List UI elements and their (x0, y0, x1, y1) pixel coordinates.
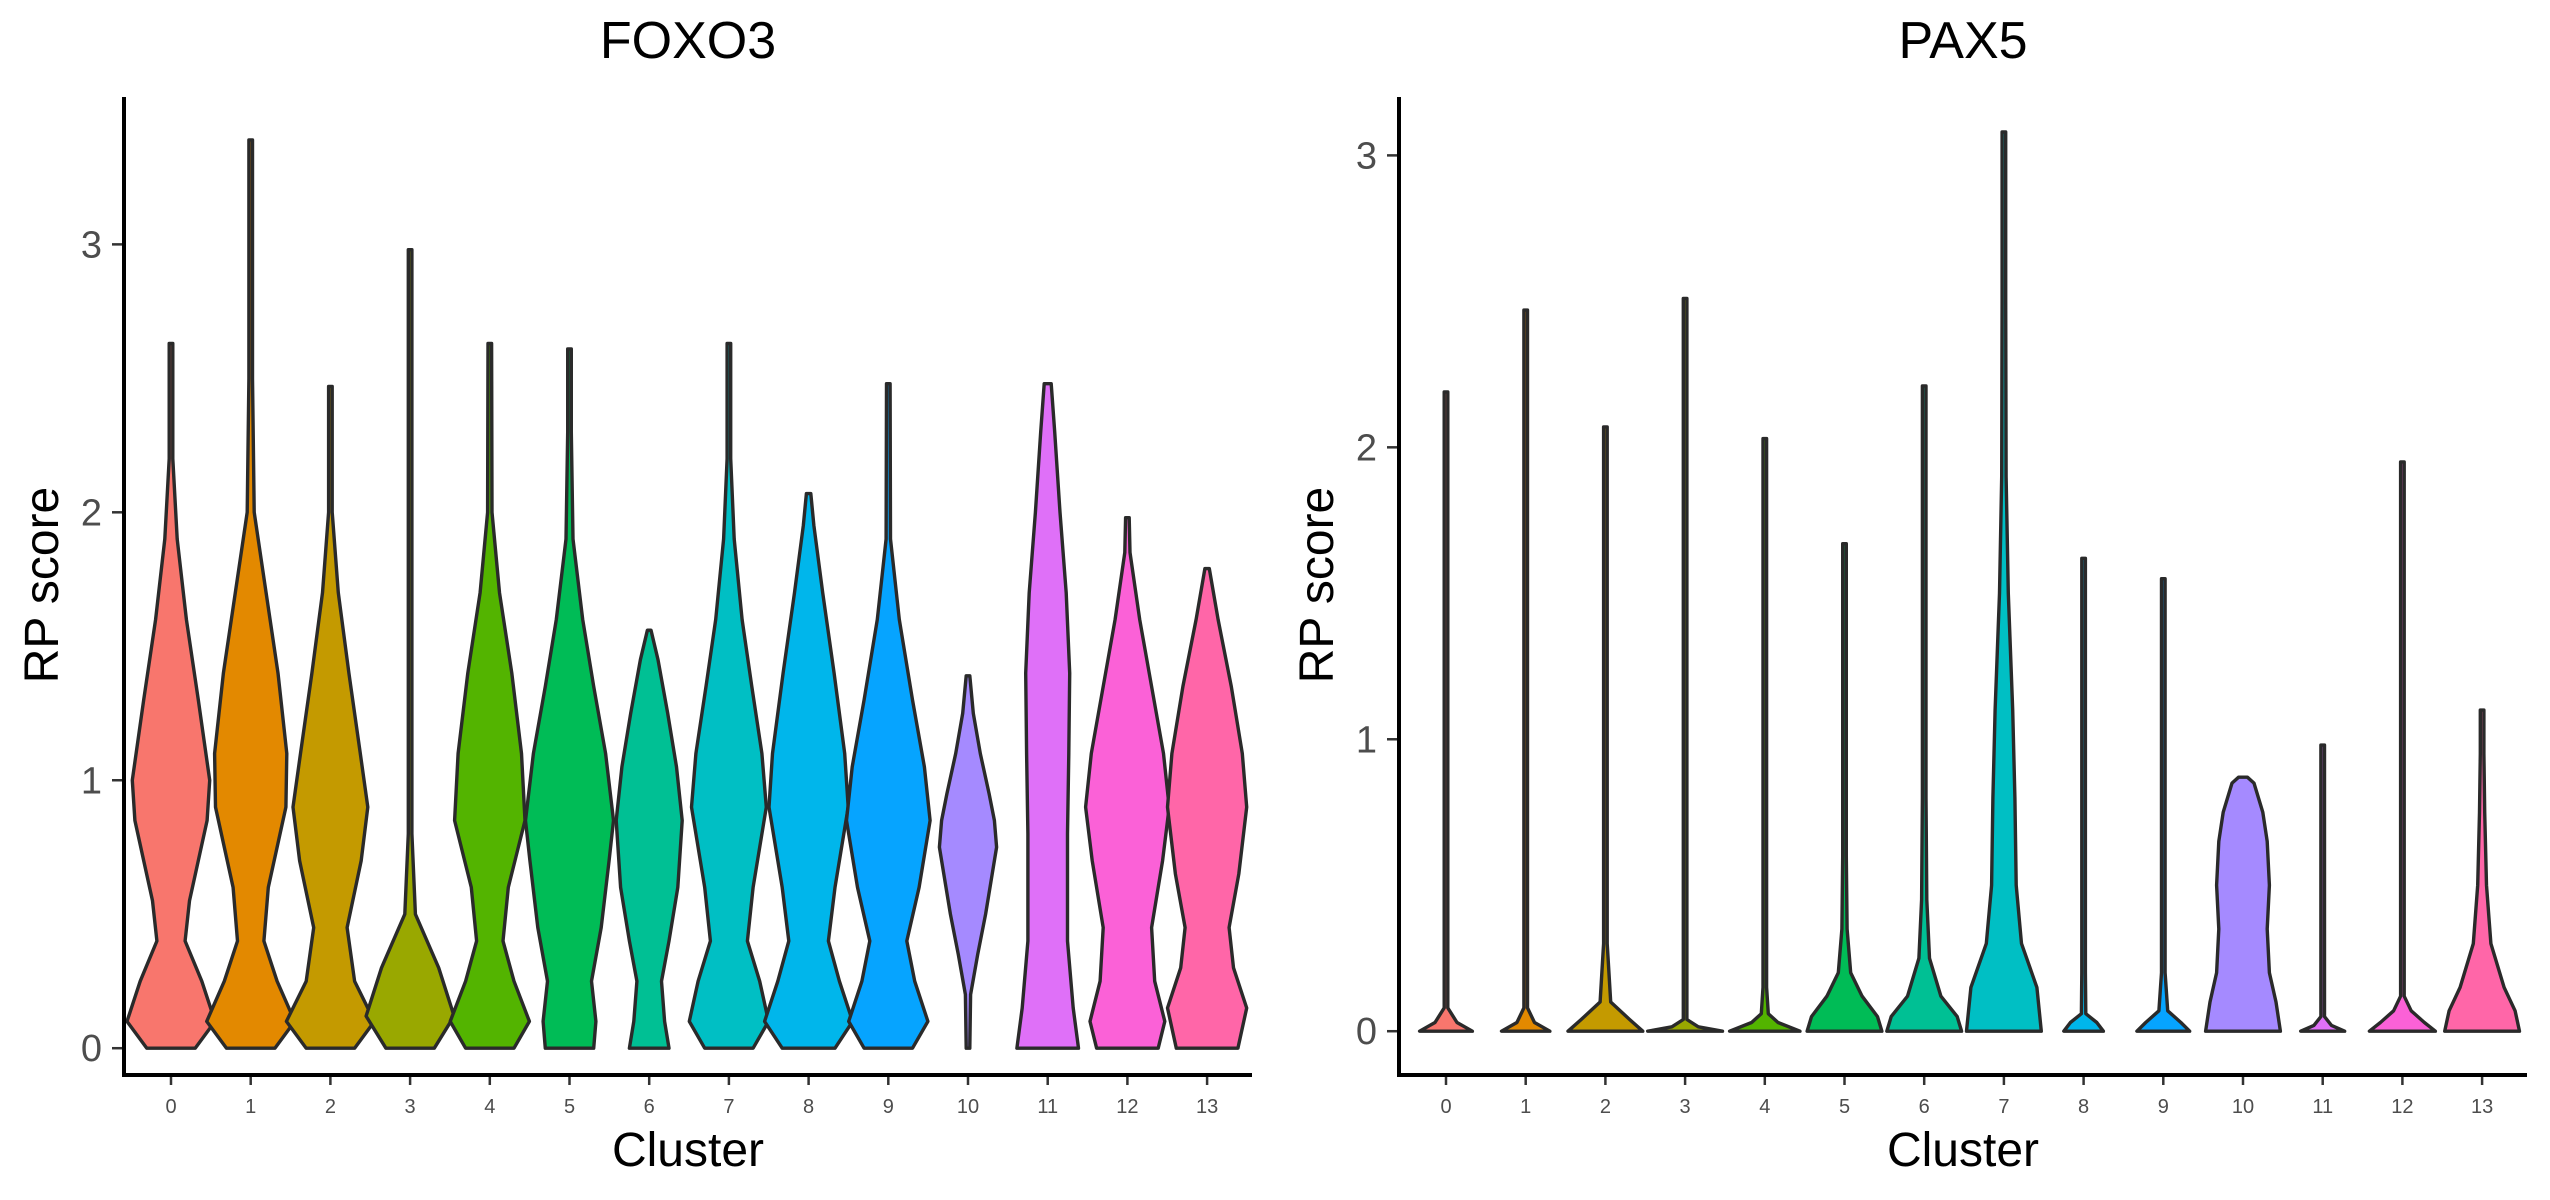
y-tick-label: 0 (81, 1028, 102, 1070)
x-tick-label: 10 (957, 1096, 979, 1118)
y-tick-label: 2 (81, 492, 102, 534)
violin-cluster-7 (687, 341, 771, 1050)
x-axis-title: Cluster (612, 1124, 764, 1177)
foxo3-chart-panel: FOXO3 Cluster RP score 0 1 2 3 0 1 2 3 4 5 6 7 8 9 10 1… (16, 12, 1252, 1177)
x-tick-label: 1 (245, 1096, 256, 1118)
y-tick-label: 0 (1356, 1011, 1377, 1053)
x-tick-label: 13 (1196, 1096, 1218, 1118)
y-tick-label: 2 (1356, 427, 1377, 469)
y-axis-title: RP score (16, 487, 69, 684)
violin-cluster-12 (1083, 516, 1171, 1050)
x-tick-label: 7 (723, 1096, 734, 1118)
x-tick-label: 11 (2312, 1096, 2333, 1118)
x-tick-label: 0 (1440, 1096, 1451, 1118)
violin-cluster-5 (1805, 542, 1884, 1033)
y-tick-label: 1 (1356, 719, 1377, 761)
violin-cluster-6 (1885, 384, 1964, 1033)
x-tick-label: 6 (644, 1096, 655, 1118)
violins-layer (125, 138, 1249, 1050)
violin-cluster-6 (614, 628, 684, 1050)
x-tick-label: 10 (2232, 1096, 2254, 1118)
violin-cluster-9 (844, 382, 932, 1050)
violin-cluster-2 (1566, 425, 1645, 1033)
chart-title: FOXO3 (600, 12, 776, 70)
violin-cluster-1 (1499, 308, 1552, 1033)
x-axis-title: Cluster (1887, 1124, 2039, 1177)
x-tick-label: 7 (1998, 1096, 2009, 1118)
chart-title: PAX5 (1898, 12, 2027, 70)
violin-cluster-1 (205, 138, 297, 1050)
violin-cluster-4 (1727, 436, 1802, 1033)
y-tick-label: 3 (1356, 135, 1377, 177)
violin-cluster-13 (2443, 708, 2522, 1033)
pax5-chart-panel: PAX5 Cluster RP score 0 1 2 3 0 1 2 3 4 5 6 7 8 9 10 11… (1275, 0, 2550, 1200)
x-tick-label: 11 (1037, 1096, 1058, 1118)
violin-cluster-10 (937, 674, 999, 1050)
x-tick-label: 4 (484, 1096, 495, 1118)
x-tick-label: 8 (803, 1096, 814, 1118)
x-tick-label: 2 (325, 1096, 336, 1118)
x-tick-label: 5 (1839, 1096, 1850, 1118)
violin-cluster-0 (1417, 390, 1475, 1033)
x-tick-label: 8 (2078, 1096, 2089, 1118)
y-tick-label: 1 (81, 760, 102, 802)
violin-cluster-7 (1964, 130, 2043, 1033)
x-tick-label: 5 (564, 1096, 575, 1118)
x-tick-label: 1 (1520, 1096, 1531, 1118)
violins-layer (1417, 130, 2522, 1033)
violin-cluster-10 (2203, 775, 2283, 1033)
y-tick-label: 3 (81, 224, 102, 266)
x-tick-label: 12 (2391, 1096, 2413, 1118)
violin-cluster-4 (448, 341, 532, 1050)
x-tick-label: 9 (883, 1096, 894, 1118)
x-tick-label: 4 (1759, 1096, 1770, 1118)
violin-cluster-9 (2135, 577, 2192, 1033)
violin-cluster-0 (125, 341, 217, 1050)
x-tick-label: 3 (1680, 1096, 1691, 1118)
x-tick-label: 6 (1919, 1096, 1930, 1118)
violin-cluster-3 (1646, 296, 1725, 1033)
violin-cluster-2 (284, 384, 377, 1050)
violin-cluster-8 (2062, 556, 2106, 1033)
x-tick-label: 0 (165, 1096, 176, 1118)
violin-cluster-12 (2367, 460, 2438, 1033)
violin-cluster-13 (1165, 566, 1249, 1050)
violin-cluster-11 (1015, 382, 1081, 1050)
y-axis-title: RP score (1291, 487, 1344, 684)
x-tick-label: 12 (1116, 1096, 1138, 1118)
violin-cluster-3 (364, 248, 456, 1050)
x-tick-label: 13 (2471, 1096, 2493, 1118)
x-tick-label: 9 (2158, 1096, 2169, 1118)
violin-cluster-8 (762, 491, 855, 1050)
x-tick-label: 3 (405, 1096, 416, 1118)
violin-cluster-11 (2299, 743, 2347, 1033)
x-tick-label: 2 (1600, 1096, 1611, 1118)
violin-cluster-5 (523, 347, 616, 1050)
